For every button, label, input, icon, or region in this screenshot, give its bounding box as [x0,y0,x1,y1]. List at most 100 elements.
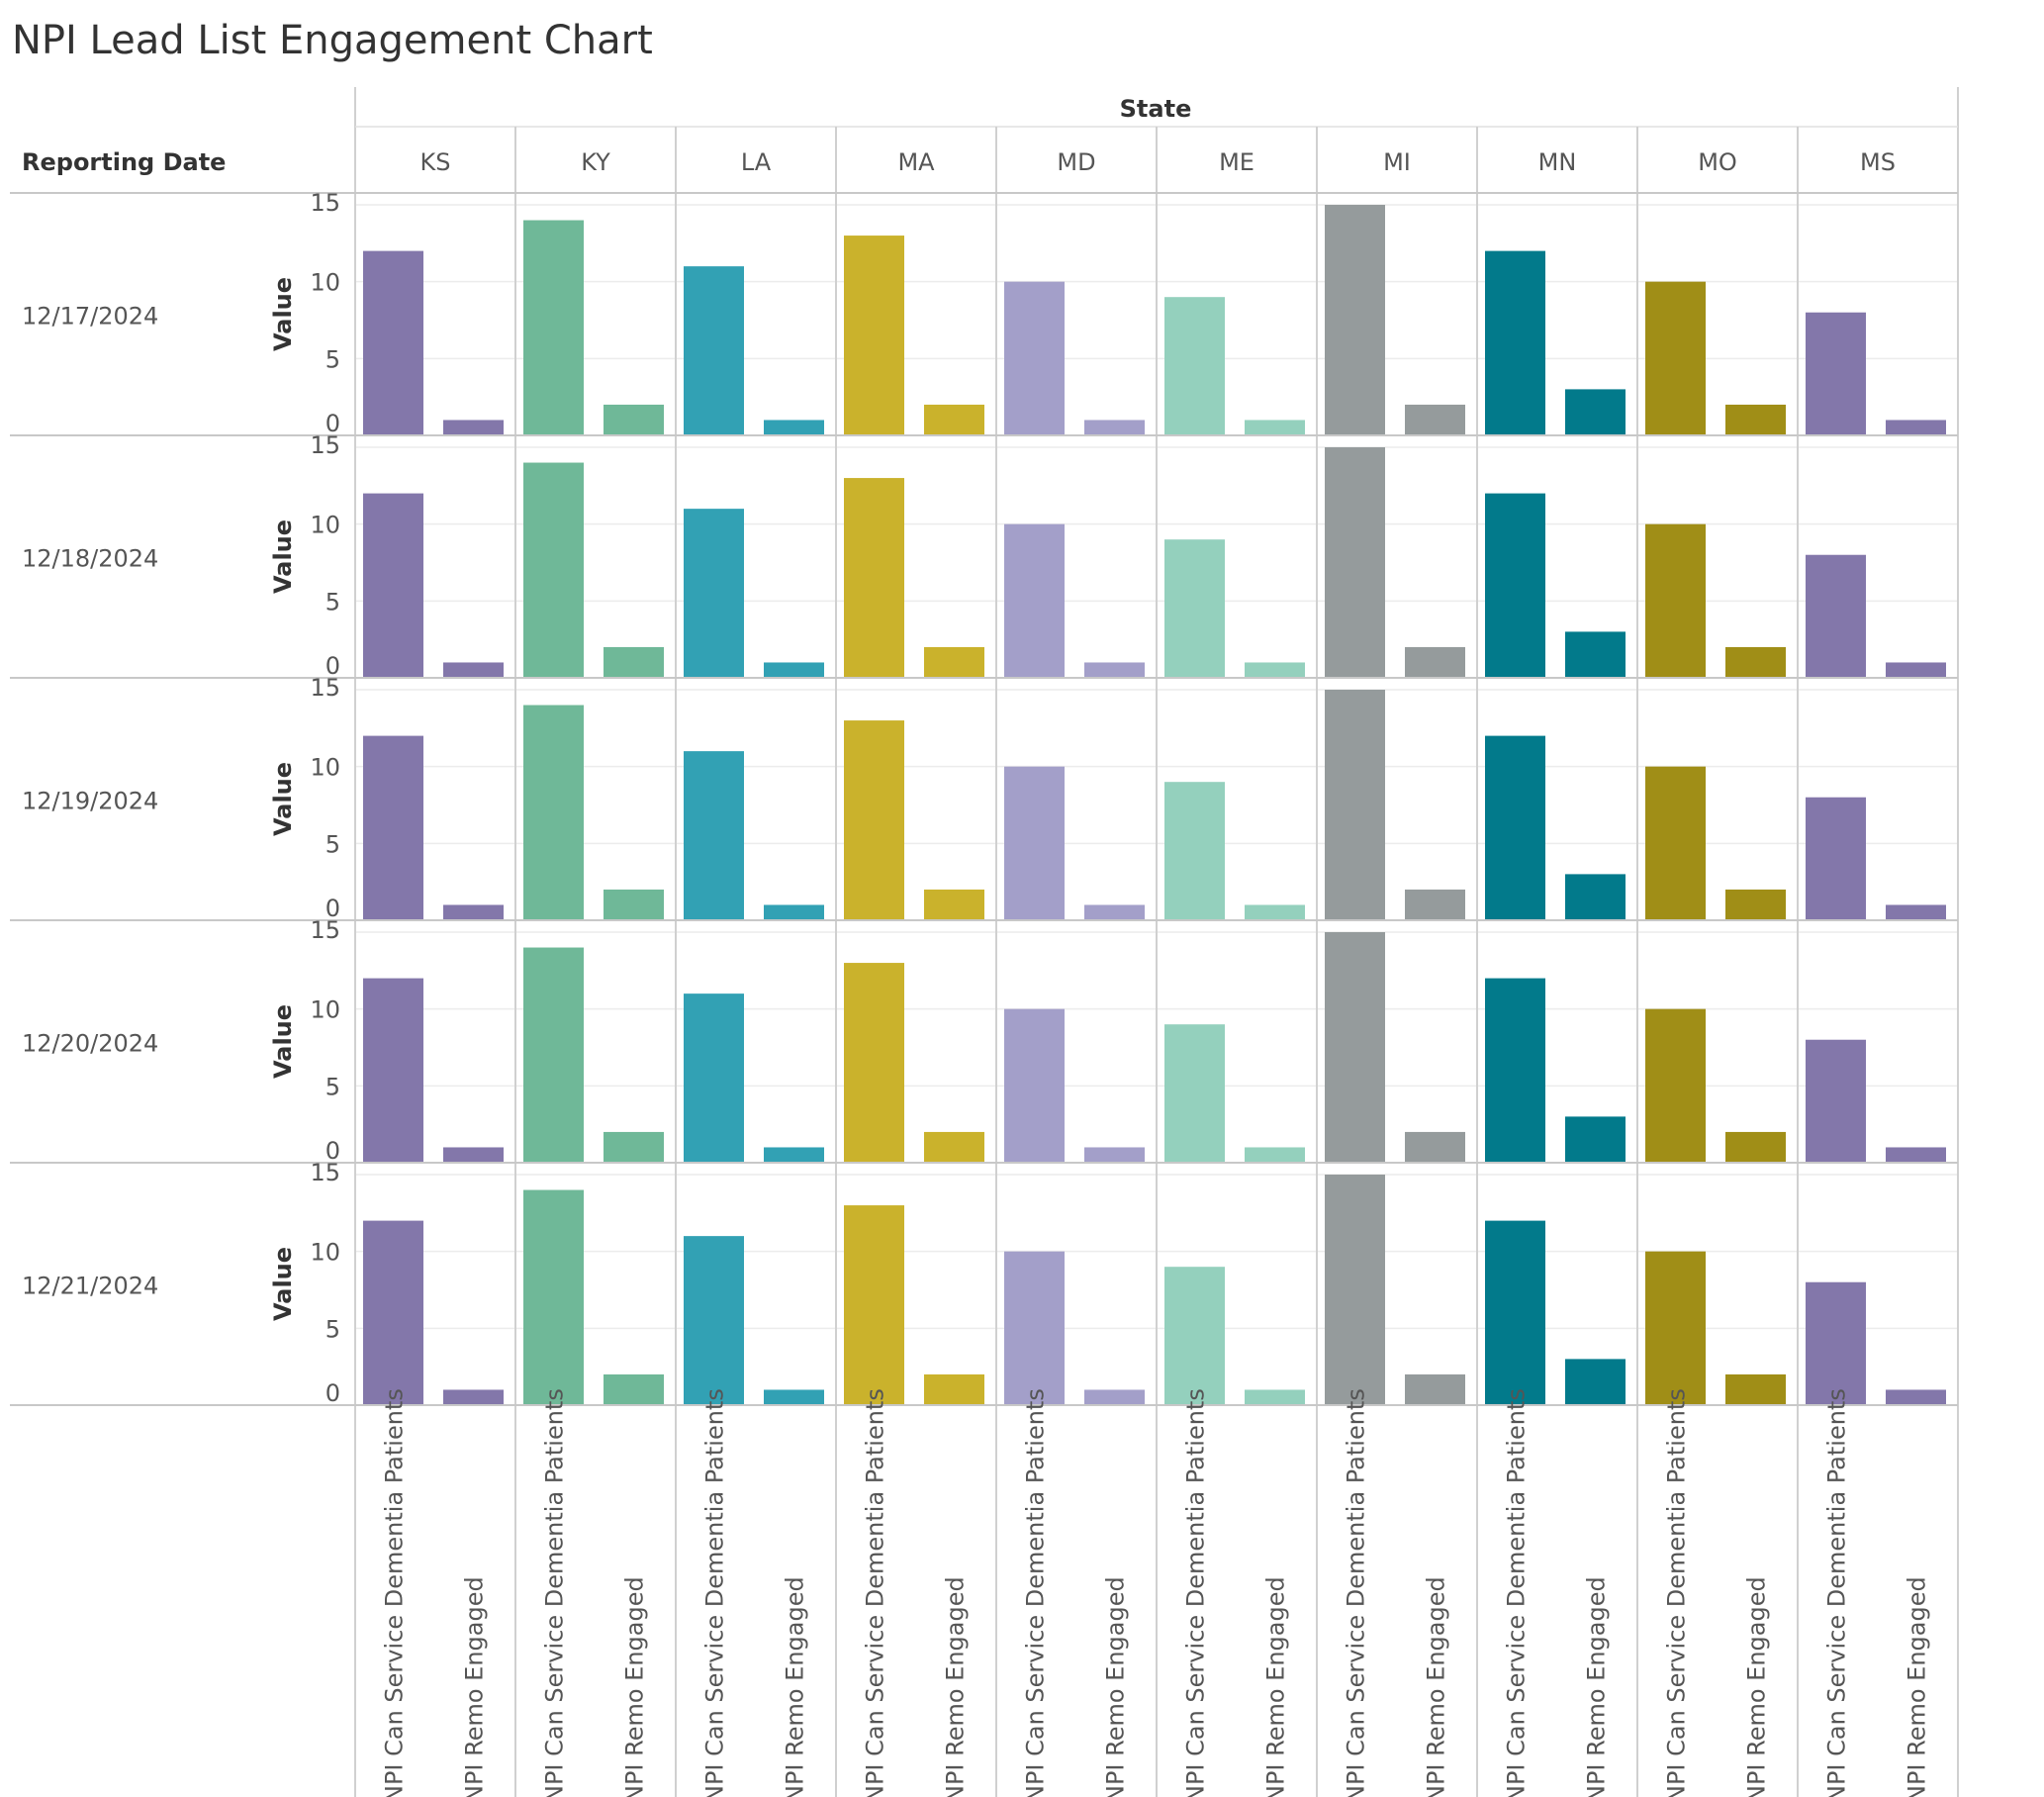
bar-ms-remo [1886,662,1946,678]
bar-ks-dementia [363,978,423,1163]
x-category-label: NPI Remo Engaged [942,1576,970,1797]
bar-ms-remo [1886,904,1946,920]
bar-ky-dementia [523,705,584,920]
bar-me-remo [1245,1389,1305,1405]
bar-me-dementia [1164,539,1225,678]
row-header-reporting-date: Reporting Date [22,148,226,176]
y-tick-label: 10 [310,269,340,297]
bar-ks-dementia [363,1220,423,1405]
bar-ky-remo [604,889,664,920]
state-header-me: ME [1219,148,1254,176]
bar-mi-remo [1405,1131,1465,1163]
x-category-label: NPI Can Service Dementia Patients [701,1388,729,1797]
y-axis-title: Value [269,762,297,836]
x-category-label: NPI Remo Engaged [1423,1576,1450,1797]
bar-mo-remo [1725,1373,1786,1405]
y-tick-label: 5 [325,345,340,373]
x-category-label: NPI Can Service Dementia Patients [381,1388,409,1797]
y-tick-label: 5 [325,1315,340,1343]
x-category-label: NPI Can Service Dementia Patients [1343,1388,1370,1797]
bar-md-dementia [1004,1008,1065,1163]
bar-la-dementia [684,509,744,678]
bar-la-remo [764,1389,824,1405]
y-axis-title: Value [269,1247,297,1321]
y-tick-label: 10 [310,512,340,539]
bar-mo-dementia [1645,1008,1706,1163]
bar-ks-remo [443,1389,504,1405]
bar-mo-dementia [1645,523,1706,678]
bar-ma-dementia [844,478,904,678]
bar-md-remo [1084,420,1145,435]
bar-me-dementia [1164,782,1225,920]
bars-layer [363,205,1946,1405]
x-category-label: NPI Remo Engaged [1583,1576,1611,1797]
frame-layer [10,87,1959,1797]
bar-ms-remo [1886,1389,1946,1405]
bar-ms-dementia [1806,1281,1866,1405]
y-tick-label: 0 [325,652,340,680]
state-header-mi: MI [1383,148,1411,176]
state-header-mn: MN [1538,148,1577,176]
x-category-label: NPI Can Service Dementia Patients [541,1388,569,1797]
bar-ma-remo [924,1131,984,1163]
bar-mo-remo [1725,404,1786,435]
y-tick-label: 15 [310,674,340,702]
bar-ky-remo [604,404,664,435]
state-header-ma: MA [897,148,935,176]
bar-ms-dementia [1806,554,1866,678]
reporting-date-label: 12/19/2024 [22,788,158,815]
bar-md-dementia [1004,1251,1065,1405]
x-category-label: NPI Can Service Dementia Patients [1182,1388,1210,1797]
x-category-label: NPI Remo Engaged [1904,1576,1931,1797]
state-header-ks: KS [420,148,451,176]
bar-me-remo [1245,1147,1305,1163]
bar-mo-dementia [1645,1251,1706,1405]
bar-ma-dementia [844,236,904,435]
y-tick-label: 10 [310,1239,340,1267]
reporting-date-label: 12/17/2024 [22,303,158,331]
bar-ma-dementia [844,963,904,1163]
bar-la-remo [764,420,824,435]
bar-md-remo [1084,1147,1145,1163]
y-tick-label: 0 [325,410,340,437]
bar-mi-remo [1405,889,1465,920]
bar-md-remo [1084,662,1145,678]
bar-la-dementia [684,1236,744,1405]
bar-ma-remo [924,1373,984,1405]
y-tick-label: 5 [325,830,340,858]
y-tick-label: 10 [310,754,340,782]
bar-ks-dementia [363,735,423,920]
bar-mn-remo [1565,1116,1626,1163]
x-category-label: NPI Remo Engaged [461,1576,489,1797]
column-header-state: State [1120,95,1192,123]
chart-title: NPI Lead List Engagement Chart [12,18,653,63]
bar-ky-remo [604,1131,664,1163]
x-category-label: NPI Can Service Dementia Patients [1022,1388,1050,1797]
bar-ky-dementia [523,220,584,435]
bar-ks-remo [443,904,504,920]
bar-ky-dementia [523,462,584,678]
bar-ms-dementia [1806,797,1866,920]
bar-md-remo [1084,904,1145,920]
bar-ks-remo [443,662,504,678]
bar-me-remo [1245,662,1305,678]
bar-md-remo [1084,1389,1145,1405]
x-category-label: NPI Remo Engaged [782,1576,809,1797]
bar-me-dementia [1164,297,1225,435]
x-category-label: NPI Remo Engaged [1102,1576,1130,1797]
bar-mn-dementia [1485,978,1545,1163]
bar-ma-remo [924,646,984,678]
x-category-label: NPI Can Service Dementia Patients [862,1388,889,1797]
x-category-label: NPI Remo Engaged [621,1576,649,1797]
bar-la-dementia [684,751,744,920]
bar-me-remo [1245,904,1305,920]
y-tick-label: 15 [310,189,340,217]
x-category-label: NPI Remo Engaged [1743,1576,1771,1797]
bar-ky-remo [604,1373,664,1405]
bar-me-remo [1245,420,1305,435]
bar-la-remo [764,1147,824,1163]
bar-la-dementia [684,993,744,1163]
bar-mi-dementia [1325,447,1385,678]
bar-mn-remo [1565,1359,1626,1405]
y-tick-label: 0 [325,1137,340,1165]
